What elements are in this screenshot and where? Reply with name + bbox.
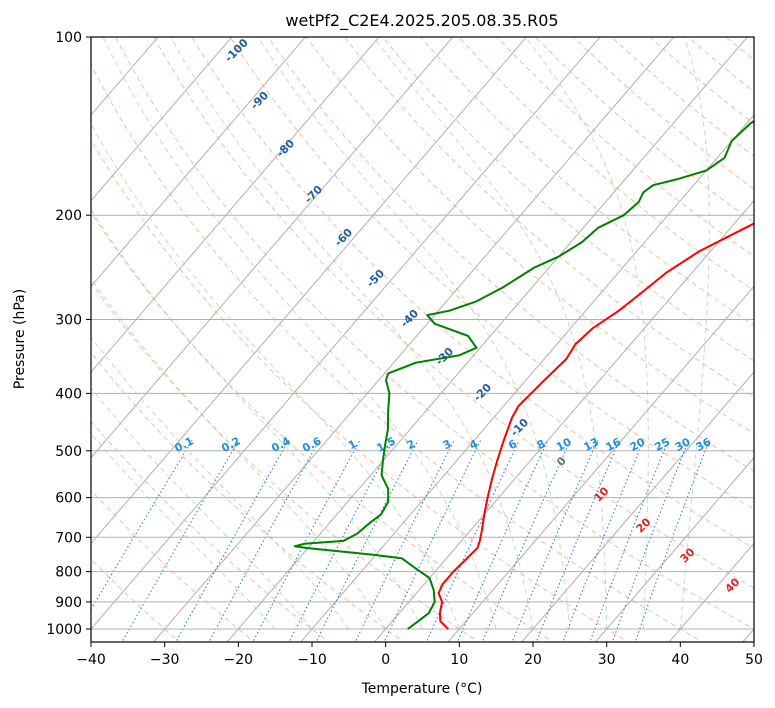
isotherm-line — [300, 114, 754, 642]
mixing-ratio-line — [535, 440, 620, 642]
mixing-ratio-line — [121, 440, 240, 642]
x-tick-label: 30 — [598, 652, 616, 668]
x-tick-label: 10 — [450, 652, 468, 668]
moist-adiabat-line — [373, 37, 608, 630]
moist-adiabat-line — [91, 277, 387, 630]
dry-adiabat-line — [343, 37, 754, 398]
mixing-ratio-label: 36 — [694, 435, 714, 454]
mixing-ratio-line — [252, 440, 361, 642]
isotherm-line — [91, 37, 380, 373]
mixing-ratio-label: 13 — [581, 435, 601, 454]
moist-adiabat-line — [102, 37, 497, 630]
isotherm-line — [373, 199, 754, 642]
x-tick-label: −30 — [150, 652, 180, 668]
x-tick-label: 20 — [524, 652, 542, 668]
x-tick-label: 50 — [745, 652, 763, 668]
y-tick-label: 700 — [55, 530, 82, 546]
moist-adiabat-line — [91, 208, 423, 630]
mixing-ratio-label: 20 — [628, 435, 648, 454]
moist-adiabat-line — [91, 433, 276, 630]
chart-title: wetPf2_C2E4.2025.205.08.35.R05 — [285, 11, 558, 31]
isotherm-line — [91, 37, 454, 459]
mixing-ratio-line — [383, 440, 482, 642]
moist-adiabat-line — [524, 37, 649, 629]
isotherm-line — [91, 37, 528, 545]
mixing-ratio-line — [288, 440, 394, 642]
dry-adiabat-line — [191, 37, 754, 549]
dry-adiabat-line — [91, 351, 405, 642]
mixing-ratio-line — [175, 440, 290, 642]
sounding-series-line — [293, 119, 754, 630]
mixing-ratio-label: 30 — [673, 435, 693, 454]
mixing-ratio-line — [481, 440, 571, 642]
plot-frame — [90, 36, 755, 643]
y-tick-label: 500 — [55, 444, 82, 460]
mixing-ratio-label: 16 — [604, 435, 624, 454]
sounding-profiles — [293, 119, 754, 630]
x-tick-label: −10 — [297, 652, 327, 668]
isotherm-line — [668, 542, 754, 642]
x-tick-label: 40 — [671, 652, 689, 668]
dry-adiabat-line — [91, 420, 330, 642]
isotherm-line — [447, 285, 754, 642]
y-tick-label: 100 — [55, 30, 82, 46]
background-lines — [91, 37, 754, 642]
mixing-ratio-line — [208, 440, 320, 642]
isotherm-line — [226, 37, 749, 642]
x-axis-ticks: −40 −30 −20 −10 0 10 20 30 40 50 — [76, 642, 763, 668]
moist-adiabat-line — [679, 37, 710, 630]
mixing-ratio-label: 10 — [554, 435, 574, 454]
y-axis-title: Pressure (hPa) — [12, 289, 28, 389]
dry-adiabat-line — [153, 37, 754, 589]
dry-adiabat-line — [420, 37, 754, 326]
x-tick-label: 0 — [381, 652, 390, 668]
x-tick-label: −40 — [76, 652, 106, 668]
moist-adiabat-line — [257, 37, 571, 630]
sounding-series-line — [437, 222, 754, 630]
mixing-ratio-label: 25 — [652, 435, 672, 454]
mixing-ratio-line — [511, 440, 598, 642]
y-tick-label: 200 — [55, 208, 82, 224]
y-tick-label: 1000 — [46, 622, 82, 638]
isotherm-line — [91, 37, 307, 288]
x-tick-label: −20 — [224, 652, 254, 668]
isotherm-line — [91, 37, 233, 202]
isotherm-line — [594, 456, 754, 642]
y-tick-label: 600 — [55, 491, 82, 507]
y-axis-ticks: 1000 900 800 700 600 500 400 300 200 100 — [46, 30, 91, 638]
x-axis-title: Temperature (°C) — [361, 681, 483, 697]
dry-adiabat-line — [305, 37, 754, 435]
y-tick-label: 300 — [55, 312, 82, 328]
dry-adiabat-line — [91, 138, 629, 642]
mixing-ratio-line — [562, 440, 645, 642]
y-tick-label: 800 — [55, 565, 82, 581]
y-tick-label: 400 — [55, 386, 82, 402]
mixing-ratio-line — [425, 440, 520, 642]
dry-adiabat-line — [91, 211, 555, 642]
y-tick-label: 900 — [55, 595, 82, 611]
moist-adiabat-line — [91, 387, 313, 630]
dry-adiabat-line — [229, 37, 754, 510]
isotherm-line — [91, 37, 601, 630]
